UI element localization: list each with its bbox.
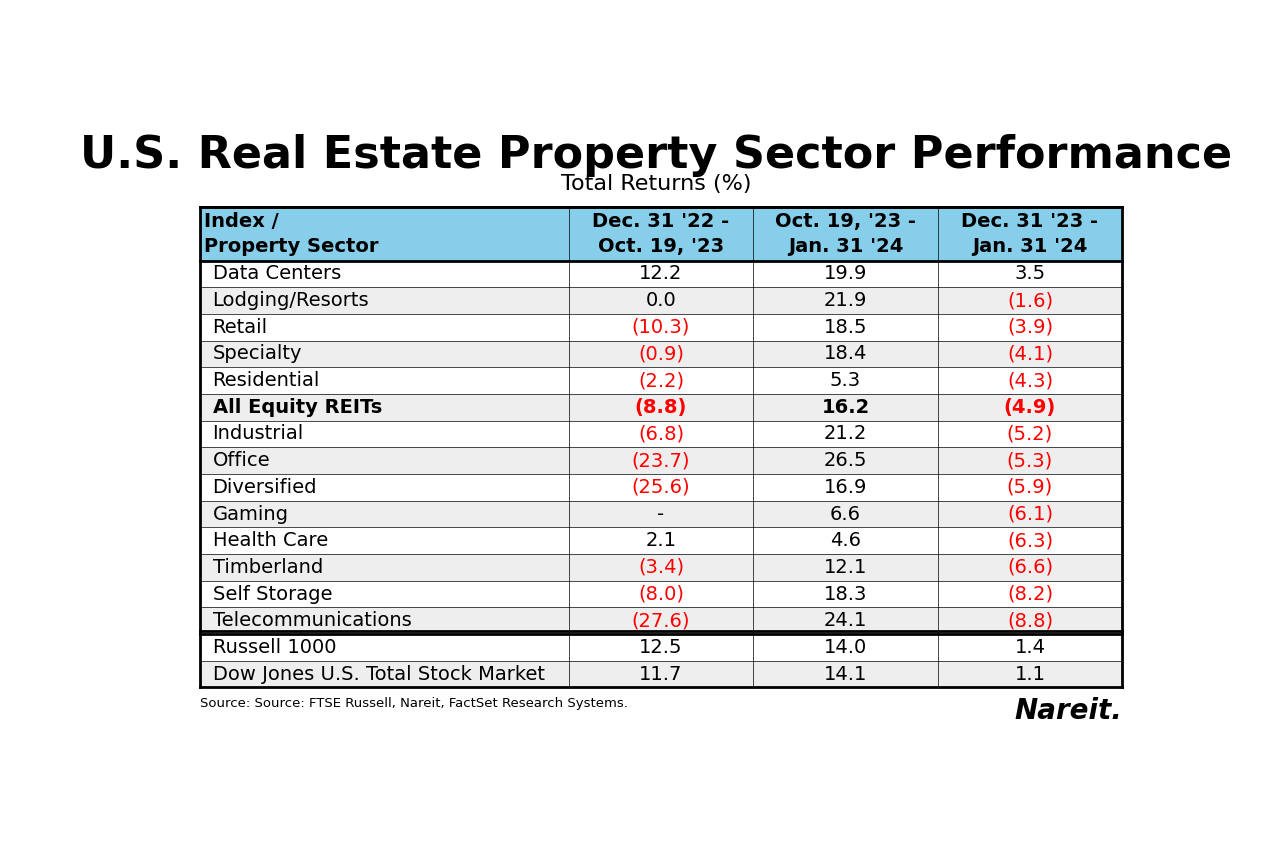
Bar	[200, 607, 1123, 634]
Bar	[200, 581, 1123, 607]
Text: 1.1: 1.1	[1015, 664, 1046, 683]
Text: 5.3: 5.3	[829, 372, 861, 391]
Text: 6.6: 6.6	[829, 505, 861, 524]
Text: 24.1: 24.1	[824, 611, 867, 630]
Text: 14.0: 14.0	[824, 638, 867, 657]
Text: All Equity REITs: All Equity REITs	[212, 397, 381, 417]
Text: 0.0: 0.0	[645, 291, 676, 310]
Text: Nareit.: Nareit.	[1015, 697, 1123, 726]
Text: 26.5: 26.5	[824, 451, 868, 470]
Text: Health Care: Health Care	[212, 531, 328, 550]
Text: (2.2): (2.2)	[637, 372, 684, 391]
Text: Oct. 19, '23 -
Jan. 31 '24: Oct. 19, '23 - Jan. 31 '24	[774, 212, 916, 255]
Bar	[200, 527, 1123, 554]
Bar	[200, 661, 1123, 688]
Text: (6.8): (6.8)	[637, 424, 684, 443]
Text: 1.4: 1.4	[1015, 638, 1046, 657]
Text: Russell 1000: Russell 1000	[212, 638, 337, 657]
Text: (5.2): (5.2)	[1007, 424, 1053, 443]
Bar	[200, 340, 1123, 367]
Text: (4.9): (4.9)	[1004, 397, 1056, 417]
Text: 18.4: 18.4	[824, 345, 867, 364]
Text: 21.9: 21.9	[824, 291, 867, 310]
Text: Source: Source: FTSE Russell, Nareit, FactSet Research Systems.: Source: Source: FTSE Russell, Nareit, Fa…	[200, 697, 627, 710]
Bar	[200, 474, 1123, 501]
Text: Office: Office	[212, 451, 270, 470]
Text: (6.1): (6.1)	[1007, 505, 1053, 524]
Text: -: -	[658, 505, 664, 524]
Text: 16.9: 16.9	[824, 478, 867, 497]
Text: (23.7): (23.7)	[632, 451, 690, 470]
Text: Self Storage: Self Storage	[212, 585, 332, 604]
Text: 12.1: 12.1	[824, 558, 867, 577]
Bar	[200, 501, 1123, 527]
Bar	[200, 448, 1123, 474]
Text: (6.6): (6.6)	[1007, 558, 1053, 577]
Text: Timberland: Timberland	[212, 558, 323, 577]
Bar	[200, 314, 1123, 340]
Text: Diversified: Diversified	[212, 478, 317, 497]
Text: Dec. 31 '23 -
Jan. 31 '24: Dec. 31 '23 - Jan. 31 '24	[961, 212, 1098, 255]
Text: (0.9): (0.9)	[637, 345, 684, 364]
Bar	[200, 634, 1123, 661]
Text: 2.1: 2.1	[645, 531, 676, 550]
Text: Dow Jones U.S. Total Stock Market: Dow Jones U.S. Total Stock Market	[212, 664, 544, 683]
Text: 12.5: 12.5	[639, 638, 682, 657]
Text: (4.3): (4.3)	[1007, 372, 1053, 391]
Text: (6.3): (6.3)	[1007, 531, 1053, 550]
Bar	[200, 261, 1123, 288]
Text: (8.8): (8.8)	[635, 397, 687, 417]
Text: 18.3: 18.3	[824, 585, 867, 604]
Bar	[200, 421, 1123, 448]
Text: 12.2: 12.2	[639, 264, 682, 283]
Text: Total Returns (%): Total Returns (%)	[561, 174, 751, 194]
Text: Lodging/Resorts: Lodging/Resorts	[212, 291, 369, 310]
Bar	[200, 288, 1123, 314]
Bar	[200, 367, 1123, 394]
Text: (5.3): (5.3)	[1007, 451, 1053, 470]
Text: (5.9): (5.9)	[1007, 478, 1053, 497]
Text: Retail: Retail	[212, 318, 268, 337]
Text: Specialty: Specialty	[212, 345, 302, 364]
Text: 16.2: 16.2	[822, 397, 869, 417]
Text: Gaming: Gaming	[212, 505, 288, 524]
Text: U.S. Real Estate Property Sector Performance: U.S. Real Estate Property Sector Perform…	[79, 134, 1233, 177]
Text: 18.5: 18.5	[824, 318, 868, 337]
Text: 11.7: 11.7	[639, 664, 682, 683]
Text: (1.6): (1.6)	[1007, 291, 1053, 310]
Text: Industrial: Industrial	[212, 424, 303, 443]
Text: 21.2: 21.2	[824, 424, 867, 443]
Bar	[200, 554, 1123, 581]
Text: 3.5: 3.5	[1015, 264, 1046, 283]
Text: Dec. 31 '22 -
Oct. 19, '23: Dec. 31 '22 - Oct. 19, '23	[593, 212, 730, 255]
Text: Residential: Residential	[212, 372, 320, 391]
Text: Data Centers: Data Centers	[212, 264, 340, 283]
Text: 19.9: 19.9	[824, 264, 867, 283]
Text: 4.6: 4.6	[829, 531, 861, 550]
Text: (3.9): (3.9)	[1007, 318, 1053, 337]
Text: (25.6): (25.6)	[631, 478, 690, 497]
Text: Index /
Property Sector: Index / Property Sector	[205, 212, 379, 255]
Text: (8.8): (8.8)	[1007, 611, 1053, 630]
Text: (27.6): (27.6)	[632, 611, 690, 630]
Text: Telecommunications: Telecommunications	[212, 611, 411, 630]
Bar	[200, 394, 1123, 421]
Text: 14.1: 14.1	[824, 664, 867, 683]
Text: (4.1): (4.1)	[1007, 345, 1053, 364]
Text: (10.3): (10.3)	[632, 318, 690, 337]
Text: (3.4): (3.4)	[637, 558, 684, 577]
Bar	[200, 207, 1123, 261]
Text: (8.2): (8.2)	[1007, 585, 1053, 604]
Text: (8.0): (8.0)	[637, 585, 684, 604]
